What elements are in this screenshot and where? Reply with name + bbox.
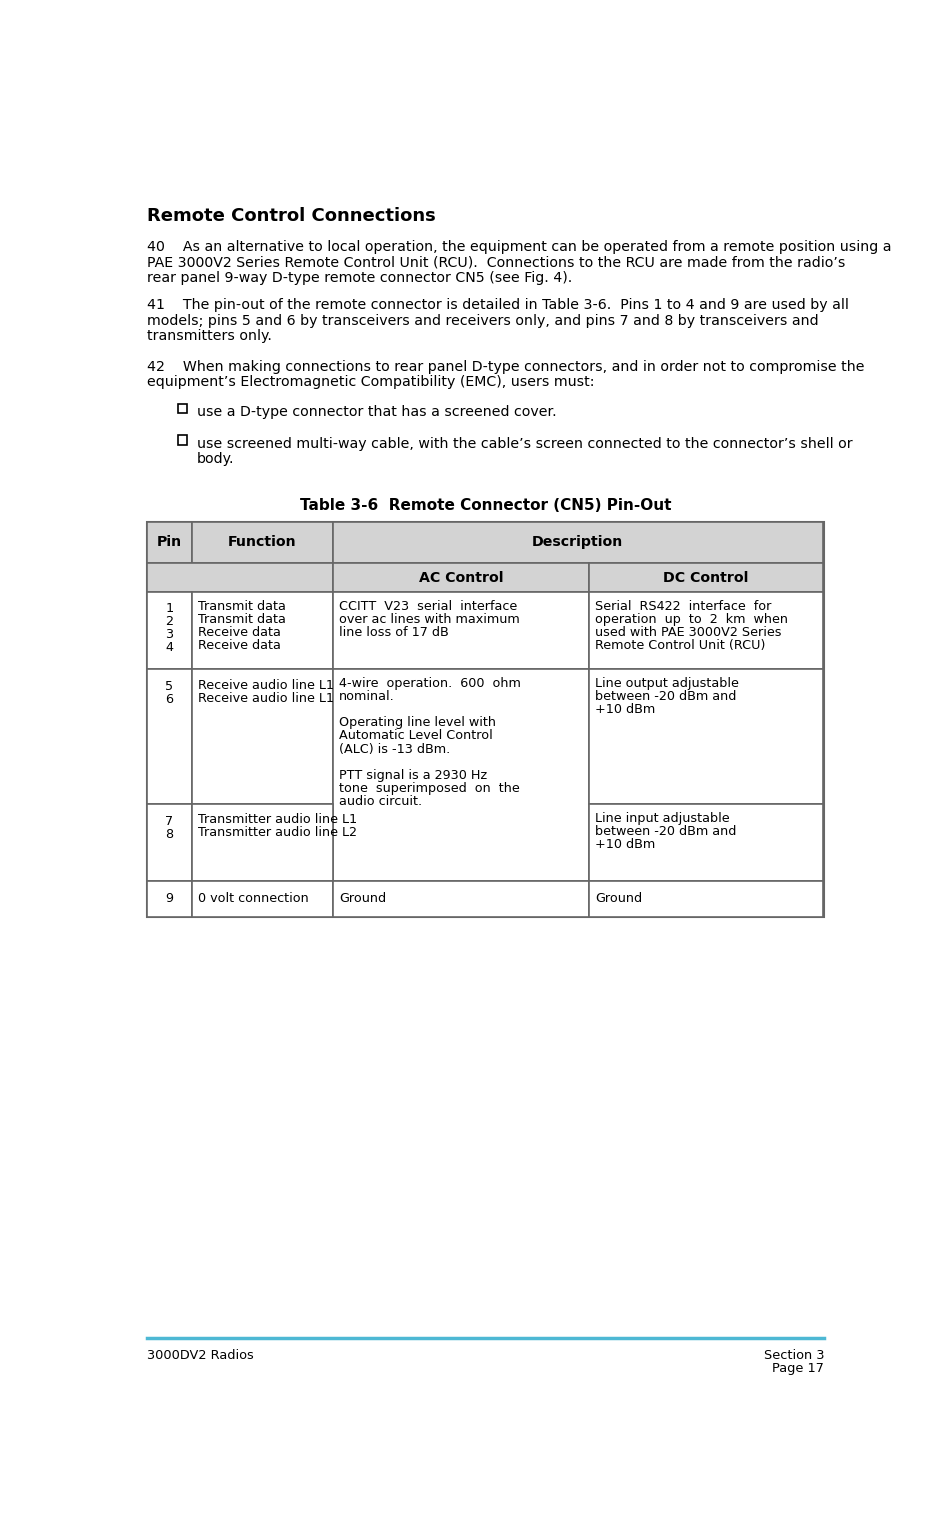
- Text: nominal.: nominal.: [339, 690, 395, 703]
- Text: 0 volt connection: 0 volt connection: [198, 892, 309, 905]
- Text: Page 17: Page 17: [773, 1362, 824, 1375]
- Text: Ground: Ground: [339, 892, 386, 905]
- Bar: [178, 435, 187, 444]
- Text: Line output adjustable: Line output adjustable: [595, 677, 739, 690]
- Bar: [333, 564, 588, 593]
- Text: body.: body.: [196, 452, 234, 467]
- Bar: [333, 882, 588, 917]
- Text: Table 3-6  Remote Connector (CN5) Pin-Out: Table 3-6 Remote Connector (CN5) Pin-Out: [300, 499, 671, 513]
- Text: 3: 3: [165, 628, 174, 641]
- Text: 6: 6: [165, 693, 173, 707]
- Bar: [588, 593, 822, 670]
- Text: Receive audio line L1: Receive audio line L1: [198, 679, 334, 691]
- Text: Function: Function: [228, 536, 297, 550]
- Bar: [588, 805, 822, 882]
- Text: +10 dBm: +10 dBm: [595, 839, 655, 851]
- Bar: [333, 522, 822, 564]
- Text: 7: 7: [165, 816, 174, 828]
- Text: Remote Control Connections: Remote Control Connections: [147, 207, 436, 226]
- Text: 1: 1: [165, 602, 174, 614]
- Text: 41    The pin-out of the remote connector is detailed in Table 3-6.  Pins 1 to 4: 41 The pin-out of the remote connector i…: [147, 298, 849, 312]
- Bar: [147, 670, 192, 805]
- Text: Description: Description: [532, 536, 623, 550]
- Text: 3000DV2 Radios: 3000DV2 Radios: [147, 1349, 254, 1362]
- Bar: [192, 882, 333, 917]
- Bar: [588, 670, 822, 805]
- Text: line loss of 17 dB: line loss of 17 dB: [339, 627, 449, 639]
- Text: Pin: Pin: [157, 536, 182, 550]
- Text: Receive data: Receive data: [198, 627, 281, 639]
- Bar: [147, 593, 192, 670]
- Text: 2: 2: [165, 614, 173, 628]
- Text: equipment’s Electromagnetic Compatibility (EMC), users must:: equipment’s Electromagnetic Compatibilit…: [147, 375, 594, 389]
- Text: Receive data: Receive data: [198, 639, 281, 653]
- Text: over ac lines with maximum: over ac lines with maximum: [339, 613, 520, 627]
- Text: audio circuit.: audio circuit.: [339, 796, 422, 808]
- Text: Automatic Level Control: Automatic Level Control: [339, 730, 493, 742]
- Text: PAE 3000V2 Series Remote Control Unit (RCU).  Connections to the RCU are made fr: PAE 3000V2 Series Remote Control Unit (R…: [147, 255, 845, 269]
- Bar: [147, 564, 333, 593]
- Text: AC Control: AC Control: [418, 571, 503, 585]
- Bar: [178, 404, 187, 413]
- Bar: [147, 805, 192, 882]
- Text: between -20 dBm and: between -20 dBm and: [595, 825, 736, 839]
- Bar: [192, 522, 333, 564]
- Text: Section 3: Section 3: [764, 1349, 824, 1362]
- Text: Remote Control Unit (RCU): Remote Control Unit (RCU): [595, 639, 765, 653]
- Text: Ground: Ground: [595, 892, 642, 905]
- Text: Transmit data: Transmit data: [198, 613, 286, 627]
- Text: 4-wire  operation.  600  ohm: 4-wire operation. 600 ohm: [339, 677, 521, 690]
- Text: use screened multi-way cable, with the cable’s screen connected to the connector: use screened multi-way cable, with the c…: [196, 436, 853, 452]
- Text: Receive audio line L1: Receive audio line L1: [198, 691, 334, 705]
- Text: 9: 9: [165, 892, 173, 905]
- Text: between -20 dBm and: between -20 dBm and: [595, 690, 736, 703]
- Bar: [588, 882, 822, 917]
- Bar: [147, 882, 192, 917]
- Text: DC Control: DC Control: [663, 571, 748, 585]
- Text: tone  superimposed  on  the: tone superimposed on the: [339, 782, 520, 794]
- Bar: [192, 670, 333, 805]
- Text: operation  up  to  2  km  when: operation up to 2 km when: [595, 613, 788, 627]
- Text: 4: 4: [165, 641, 173, 654]
- Bar: [588, 564, 822, 593]
- Text: transmitters only.: transmitters only.: [147, 329, 272, 343]
- Text: Transmit data: Transmit data: [198, 601, 286, 613]
- Text: models; pins 5 and 6 by transceivers and receivers only, and pins 7 and 8 by tra: models; pins 5 and 6 by transceivers and…: [147, 313, 819, 327]
- Text: 5: 5: [165, 680, 174, 693]
- Text: 40    As an alternative to local operation, the equipment can be operated from a: 40 As an alternative to local operation,…: [147, 240, 891, 253]
- Text: (ALC) is -13 dBm.: (ALC) is -13 dBm.: [339, 742, 450, 756]
- Text: Serial  RS422  interface  for: Serial RS422 interface for: [595, 601, 772, 613]
- Text: use a D-type connector that has a screened cover.: use a D-type connector that has a screen…: [196, 406, 556, 419]
- Text: 8: 8: [165, 828, 174, 842]
- Text: CCITT  V23  serial  interface: CCITT V23 serial interface: [339, 601, 517, 613]
- Bar: [192, 593, 333, 670]
- Bar: [333, 670, 588, 882]
- Bar: [147, 522, 192, 564]
- Text: used with PAE 3000V2 Series: used with PAE 3000V2 Series: [595, 627, 781, 639]
- Bar: [192, 805, 333, 882]
- Text: Transmitter audio line L2: Transmitter audio line L2: [198, 826, 357, 840]
- Text: 42    When making connections to rear panel D-type connectors, and in order not : 42 When making connections to rear panel…: [147, 359, 865, 373]
- Bar: [333, 593, 588, 670]
- Text: Operating line level with: Operating line level with: [339, 716, 496, 730]
- Text: rear panel 9-way D-type remote connector CN5 (see Fig. 4).: rear panel 9-way D-type remote connector…: [147, 270, 572, 284]
- Text: PTT signal is a 2930 Hz: PTT signal is a 2930 Hz: [339, 768, 487, 782]
- Text: Line input adjustable: Line input adjustable: [595, 813, 729, 825]
- Text: +10 dBm: +10 dBm: [595, 703, 655, 716]
- Text: Transmitter audio line L1: Transmitter audio line L1: [198, 814, 357, 826]
- Bar: [147, 522, 824, 917]
